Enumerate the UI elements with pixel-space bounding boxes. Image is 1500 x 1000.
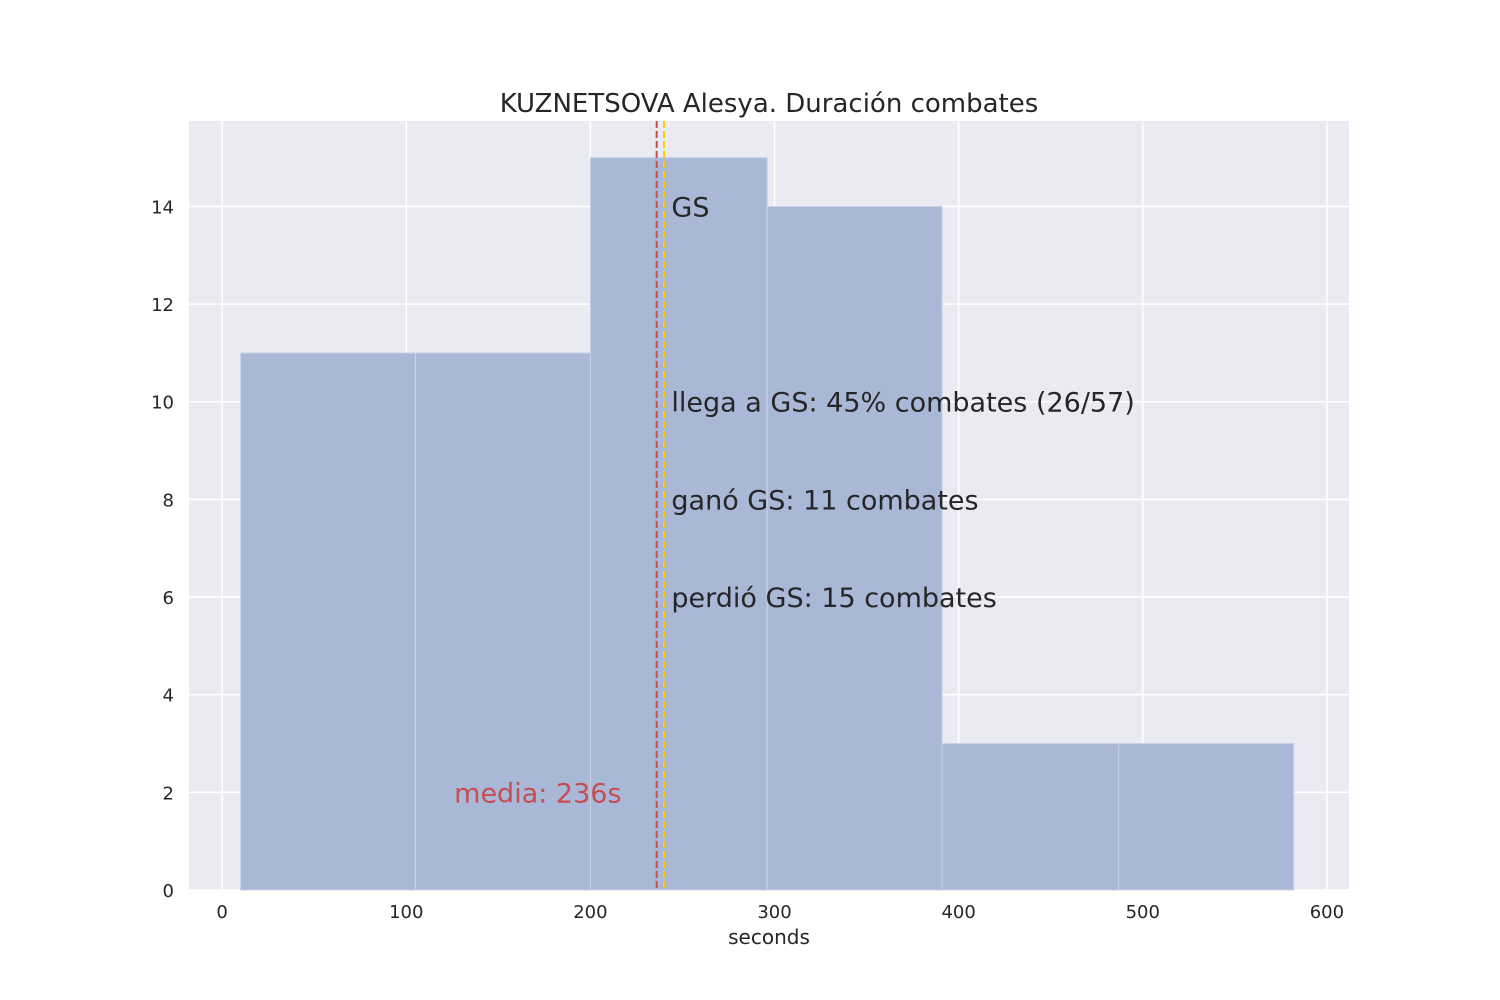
- y-tick-label: 2: [163, 783, 174, 804]
- y-tick-label: 14: [151, 197, 174, 218]
- y-tick-label: 0: [163, 881, 174, 902]
- annotation-text: ganó GS: 11 combates: [671, 485, 978, 516]
- histogram-bar: [589, 157, 768, 891]
- annotation-text: GS: [671, 192, 709, 223]
- x-axis-label: seconds: [728, 925, 810, 949]
- histogram-bar: [941, 743, 1120, 891]
- x-tick-label: 100: [389, 902, 423, 923]
- y-tick-labels: 0 2 4 6 8 10 12 14: [151, 197, 174, 902]
- x-tick-label: 200: [573, 902, 607, 923]
- chart-title: KUZNETSOVA Alesya. Duración combates: [500, 89, 1039, 119]
- x-tick-label: 500: [1126, 902, 1160, 923]
- x-tick-label: 300: [757, 902, 791, 923]
- histogram-bar: [240, 352, 416, 891]
- x-tick-label: 0: [216, 902, 227, 923]
- y-tick-label: 10: [151, 393, 174, 414]
- histogram-bar: [1118, 743, 1295, 891]
- y-tick-label: 12: [151, 295, 174, 316]
- y-tick-label: 8: [163, 490, 174, 511]
- x-tick-labels: 0 100 200 300 400 500 600: [216, 902, 1344, 923]
- y-tick-label: 4: [163, 686, 174, 707]
- annotation-text: llega a GS: 45% combates (26/57): [671, 388, 1134, 419]
- vertical-reference-lines: [655, 121, 666, 890]
- mean-annotation: media: 236s: [454, 778, 621, 809]
- histogram-bar: [414, 352, 591, 891]
- x-tick-label: 400: [941, 902, 975, 923]
- annotation-text: perdió GS: 15 combates: [671, 583, 996, 614]
- annotations: GS llega a GS: 45% combates (26/57) ganó G…: [454, 192, 1135, 809]
- histogram-bars: [240, 157, 1295, 891]
- y-tick-label: 6: [163, 588, 174, 609]
- x-tick-label: 600: [1310, 902, 1344, 923]
- histogram-bar: [766, 205, 943, 891]
